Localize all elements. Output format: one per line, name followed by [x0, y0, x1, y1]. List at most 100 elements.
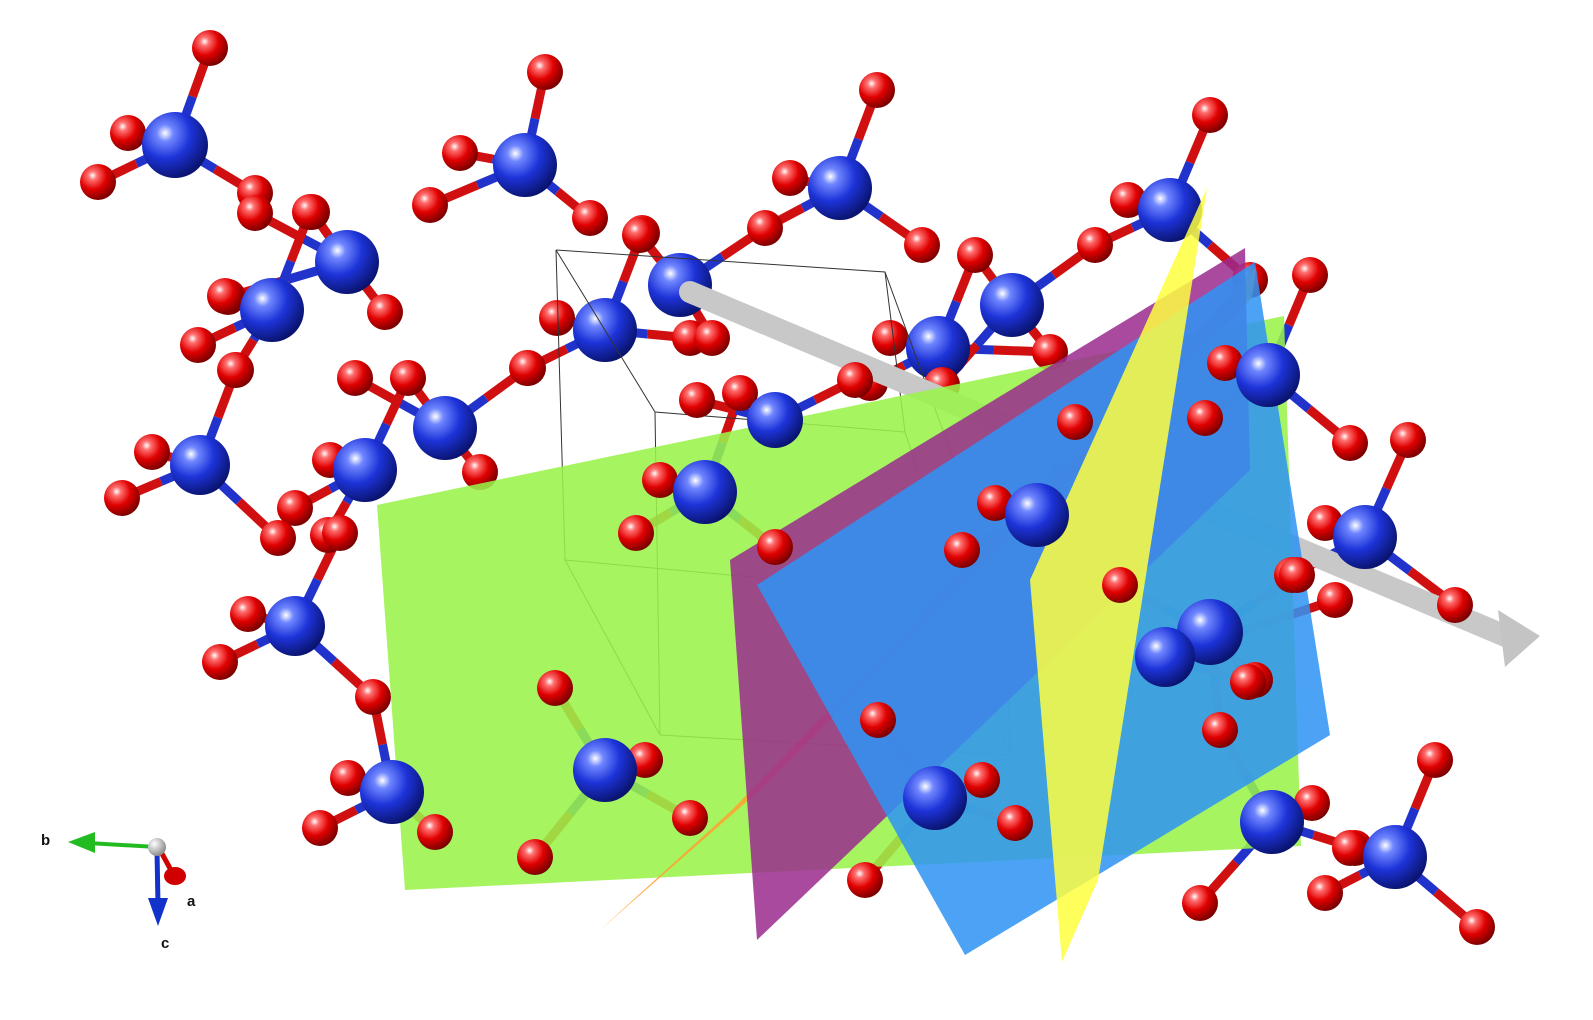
- oxygen-atom: [944, 532, 980, 568]
- oxygen-atom: [847, 862, 883, 898]
- c-axis-label: c: [161, 935, 169, 952]
- tetrahedral-atom: [360, 760, 424, 824]
- oxygen-atom: [104, 480, 140, 516]
- oxygen-atom: [642, 462, 678, 498]
- tetrahedral-atom: [808, 156, 872, 220]
- oxygen-atom: [1110, 182, 1146, 218]
- oxygen-atom: [292, 194, 328, 230]
- oxygen-atom: [192, 30, 228, 66]
- a-axis-label: a: [187, 893, 196, 910]
- oxygen-atom: [1187, 400, 1223, 436]
- oxygen-atom: [1207, 345, 1243, 381]
- oxygen-atom: [837, 362, 873, 398]
- oxygen-atom: [757, 529, 793, 565]
- oxygen-atom: [527, 54, 563, 90]
- tetrahedral-atom: [493, 133, 557, 197]
- oxygen-atom: [1057, 404, 1093, 440]
- tetrahedral-atom: [142, 112, 208, 178]
- oxygen-atom: [337, 360, 373, 396]
- a-axis-arrowhead: [164, 867, 186, 885]
- tetrahedral-atom: [747, 392, 803, 448]
- oxygen-atom: [1182, 885, 1218, 921]
- oxygen-atom: [1317, 582, 1353, 618]
- oxygen-atom: [277, 490, 313, 526]
- tetrahedral-atom: [240, 278, 304, 342]
- tetrahedral-atom: [1005, 483, 1069, 547]
- oxygen-atom: [977, 485, 1013, 521]
- oxygen-atom: [747, 210, 783, 246]
- oxygen-atom: [1390, 422, 1426, 458]
- tetrahedral-atom: [1138, 178, 1202, 242]
- oxygen-atom: [1307, 875, 1343, 911]
- c-axis-arrowhead: [148, 898, 168, 926]
- oxygen-atom: [80, 164, 116, 200]
- oxygen-atom: [537, 670, 573, 706]
- oxygen-atom: [618, 515, 654, 551]
- oxygen-atom: [510, 350, 546, 386]
- oxygen-atom: [260, 520, 296, 556]
- oxygen-atom: [539, 300, 575, 336]
- oxygen-atom: [679, 382, 715, 418]
- tetrahedral-atom: [1333, 505, 1397, 569]
- oxygen-atom: [1332, 830, 1368, 866]
- oxygen-atom: [367, 294, 403, 330]
- tetrahedral-atom: [1135, 627, 1195, 687]
- tetrahedral-atom: [573, 738, 637, 802]
- oxygen-atom: [417, 814, 453, 850]
- oxygen-atom: [772, 160, 808, 196]
- oxygen-atom: [964, 762, 1000, 798]
- b-axis-line: [87, 841, 158, 849]
- oxygen-atom: [694, 320, 730, 356]
- atom-layer-front: [302, 257, 1495, 945]
- oxygen-atom: [1332, 425, 1368, 461]
- oxygen-atom: [722, 375, 758, 411]
- oxygen-atom: [1437, 587, 1473, 623]
- oxygen-atom: [572, 200, 608, 236]
- origin-sphere: [148, 838, 166, 856]
- tetrahedral-atom: [1363, 825, 1427, 889]
- c-axis-line: [154, 849, 161, 906]
- oxygen-atom: [957, 237, 993, 273]
- oxygen-atom: [322, 515, 358, 551]
- axis-triad: b a c: [41, 832, 196, 952]
- oxygen-atom: [1202, 712, 1238, 748]
- tetrahedral-atom: [903, 766, 967, 830]
- tetrahedral-atom: [333, 438, 397, 502]
- oxygen-atom: [237, 195, 273, 231]
- oxygen-atom: [134, 434, 170, 470]
- tetrahedral-atom: [315, 230, 379, 294]
- oxygen-atom: [860, 702, 896, 738]
- oxygen-atom: [1192, 97, 1228, 133]
- oxygen-atom: [872, 320, 908, 356]
- oxygen-atom: [110, 115, 146, 151]
- b-axis-label: b: [41, 832, 50, 849]
- tetrahedral-atom: [1236, 343, 1300, 407]
- oxygen-atom: [1294, 785, 1330, 821]
- oxygen-atom: [517, 839, 553, 875]
- oxygen-atom: [997, 805, 1033, 841]
- tetrahedral-atom: [413, 396, 477, 460]
- oxygen-atom: [230, 596, 266, 632]
- b-axis-arrowhead: [68, 832, 95, 853]
- oxygen-atom: [1417, 742, 1453, 778]
- oxygen-atom: [1230, 664, 1266, 700]
- oxygen-atom: [1102, 567, 1138, 603]
- oxygen-atom: [1459, 909, 1495, 945]
- oxygen-atom: [622, 217, 658, 253]
- oxygen-atom: [859, 72, 895, 108]
- tetrahedral-atom: [170, 435, 230, 495]
- oxygen-atom: [904, 227, 940, 263]
- tetrahedral-atom: [980, 273, 1044, 337]
- tetrahedral-atom: [265, 596, 325, 656]
- oxygen-atom: [1292, 257, 1328, 293]
- oxygen-atom: [180, 327, 216, 363]
- oxygen-atom: [355, 679, 391, 715]
- oxygen-atom: [672, 800, 708, 836]
- oxygen-atom: [1077, 227, 1113, 263]
- oxygen-atom: [207, 278, 243, 314]
- oxygen-atom: [330, 760, 366, 796]
- tetrahedral-atom: [906, 316, 970, 380]
- oxygen-atom: [302, 810, 338, 846]
- oxygen-atom: [412, 187, 448, 223]
